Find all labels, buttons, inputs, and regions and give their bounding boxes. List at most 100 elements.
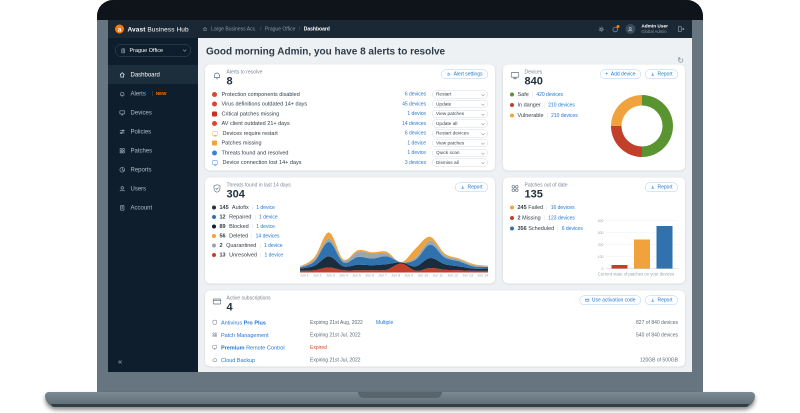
alert-devices-link[interactable]: 45 devices xyxy=(402,101,426,107)
y-tick-label: 0 xyxy=(601,267,604,271)
refresh-icon[interactable]: ↻ xyxy=(677,56,684,65)
alert-action-select[interactable]: Update xyxy=(432,100,488,109)
threats-report-button[interactable]: Report xyxy=(454,182,488,192)
legend-link[interactable]: 123 devices xyxy=(544,215,575,221)
alert-text: Device connection lost 14+ days xyxy=(222,159,302,166)
legend-dot xyxy=(510,205,514,210)
sidebar-item-policies[interactable]: Policies xyxy=(108,122,198,141)
avatar[interactable] xyxy=(625,24,636,34)
devices-legend: Safe 420 devices In danger 210 devices Vul… xyxy=(510,92,578,119)
patches-report-button[interactable]: Report xyxy=(644,182,678,192)
devices-report-button[interactable]: Report xyxy=(644,69,678,79)
sidebar-item-reports[interactable]: Reports xyxy=(108,160,198,179)
alert-row: AV client outdated 21+ days 14 devices U… xyxy=(212,119,488,129)
sidebar-item-account[interactable]: Account xyxy=(108,198,198,217)
legend-dot xyxy=(510,113,514,118)
legend-link[interactable]: 420 devices xyxy=(532,91,563,98)
sidebar-collapse-button[interactable]: « xyxy=(118,357,123,367)
subscription-usage: 120GB of 500GB xyxy=(639,357,678,364)
brand-rest: Business Hub xyxy=(147,25,189,33)
sidebar-item-label: Dashboard xyxy=(130,71,160,78)
legend-link[interactable]: 16 devices xyxy=(546,204,575,211)
legend-link[interactable]: 210 devices xyxy=(547,112,578,119)
sidebar-item-dashboard[interactable]: Dashboard xyxy=(108,65,198,84)
alert-action-select[interactable]: Restart xyxy=(432,90,488,99)
alert-devices-link[interactable]: 1 device xyxy=(407,150,426,156)
user-info[interactable]: Admin User Global Admin xyxy=(641,23,668,34)
subscription-name-link[interactable]: Cloud Backup xyxy=(221,357,256,364)
dashboard-icon xyxy=(119,71,125,78)
sidebar-item-users[interactable]: Users xyxy=(108,179,198,198)
alert-devices-link[interactable]: 6 devices xyxy=(404,91,426,98)
patches-icon xyxy=(510,184,520,197)
breadcrumb-item-account[interactable]: Large Business Acc. xyxy=(211,26,257,32)
chevron-down-icon xyxy=(481,150,485,155)
home-icon xyxy=(203,27,208,32)
breadcrumb-item-site[interactable]: Prague Office xyxy=(264,26,296,32)
bell-icon xyxy=(212,71,222,84)
legend-link[interactable]: 6 devices xyxy=(557,225,583,232)
alert-devices-link[interactable]: 1 device xyxy=(407,111,426,117)
legend-link[interactable]: 1 device xyxy=(254,214,278,220)
threats-card: Threats found in last 14 days 304 Report xyxy=(205,177,495,284)
threats-legend: 145 Autofix 1 device 12 Repaired 1 device … xyxy=(212,205,300,279)
x-tick-label: Jun 1 xyxy=(300,274,309,278)
alert-action-select[interactable]: Dismiss all xyxy=(432,158,488,167)
settings-gear-icon[interactable] xyxy=(597,25,605,33)
y-tick-label: 100 xyxy=(597,255,604,259)
subscription-usage: 827 of 840 devices xyxy=(636,320,678,326)
legend-dot xyxy=(212,243,216,248)
subscription-name-link[interactable]: Patch Management xyxy=(221,332,269,339)
use-activation-code-button[interactable]: Use activation code xyxy=(579,295,641,305)
pie-chart-icon xyxy=(119,166,125,173)
alert-settings-button[interactable]: Alert settings xyxy=(441,69,488,79)
legend-item: 245 Failed 16 devices xyxy=(510,205,594,211)
notifications-icon[interactable] xyxy=(611,25,620,33)
alert-devices-link[interactable]: 14 devices xyxy=(402,120,426,127)
add-device-button[interactable]: + Add device xyxy=(599,69,641,79)
cloud-backup-icon xyxy=(212,356,221,365)
alert-severity-icon xyxy=(212,121,217,127)
alert-action-select[interactable]: View patches xyxy=(432,109,488,118)
legend-link[interactable]: 210 devices xyxy=(544,102,575,108)
subscription-row: Premium Remote Control Expired xyxy=(212,342,678,355)
subscription-multiple-link[interactable]: Multiple xyxy=(376,320,394,326)
sidebar-item-label: Reports xyxy=(130,166,152,173)
legend-link[interactable]: 1 device xyxy=(260,252,283,258)
legend-link[interactable]: 1 device xyxy=(252,223,275,230)
breadcrumb-separator xyxy=(260,26,261,32)
legend-link[interactable]: 1 device xyxy=(252,204,275,211)
sidebar-item-devices[interactable]: Devices xyxy=(108,103,198,122)
legend-dot xyxy=(510,103,514,108)
subscription-name-link[interactable]: Premium Remote Control xyxy=(221,344,285,351)
alert-action-select[interactable]: Update all xyxy=(432,119,488,128)
subscriptions-report-button[interactable]: Report xyxy=(644,295,678,305)
legend-item: In danger 210 devices xyxy=(510,102,578,108)
x-tick-label: Jun 10 xyxy=(417,274,429,278)
y-tick-label: 200 xyxy=(597,243,604,247)
subscription-name-link[interactable]: Antivirus Pro Plus xyxy=(221,319,266,326)
alert-action-select[interactable]: Quick scan xyxy=(432,148,488,157)
alert-action-select[interactable]: Restart devices xyxy=(432,129,488,138)
sidebar-item-patches[interactable]: Patches xyxy=(108,141,198,160)
legend-link[interactable]: 1 device xyxy=(259,242,282,249)
area-chart-x-labels: Jun 1 Jun 2 Jun 3 Jun 4 Jun 5 Jun 6 Jun 7 Jun 8… xyxy=(300,274,488,278)
legend-item: 145 Autofix 1 device xyxy=(212,205,300,211)
monitor-icon xyxy=(510,71,520,84)
alert-row: Protection components disabled 6 devices… xyxy=(212,90,488,100)
logout-icon[interactable] xyxy=(677,25,685,33)
breadcrumb-separator xyxy=(299,26,300,32)
building-icon xyxy=(121,48,125,53)
patches-bar-chart: 0 100 200 300 400 Current state of patches o… xyxy=(594,200,678,279)
sidebar-item-alerts[interactable]: Alerts NEW xyxy=(108,84,198,103)
legend-link[interactable]: 14 devices xyxy=(251,233,280,239)
alert-action-select[interactable]: View patches xyxy=(432,139,488,148)
org-selector[interactable]: Prague Office xyxy=(115,44,191,57)
bar-failed xyxy=(634,239,650,269)
alert-devices-link[interactable]: 3 devices xyxy=(404,159,426,166)
alert-devices-link[interactable]: 1 device xyxy=(407,140,426,146)
alert-row: Device connection lost 14+ days 3 device… xyxy=(212,158,488,168)
patches-card-label: Patches out of date xyxy=(524,182,568,189)
x-tick-label: Jun 9 xyxy=(404,274,414,278)
alert-devices-link[interactable]: 6 devices xyxy=(404,130,426,137)
